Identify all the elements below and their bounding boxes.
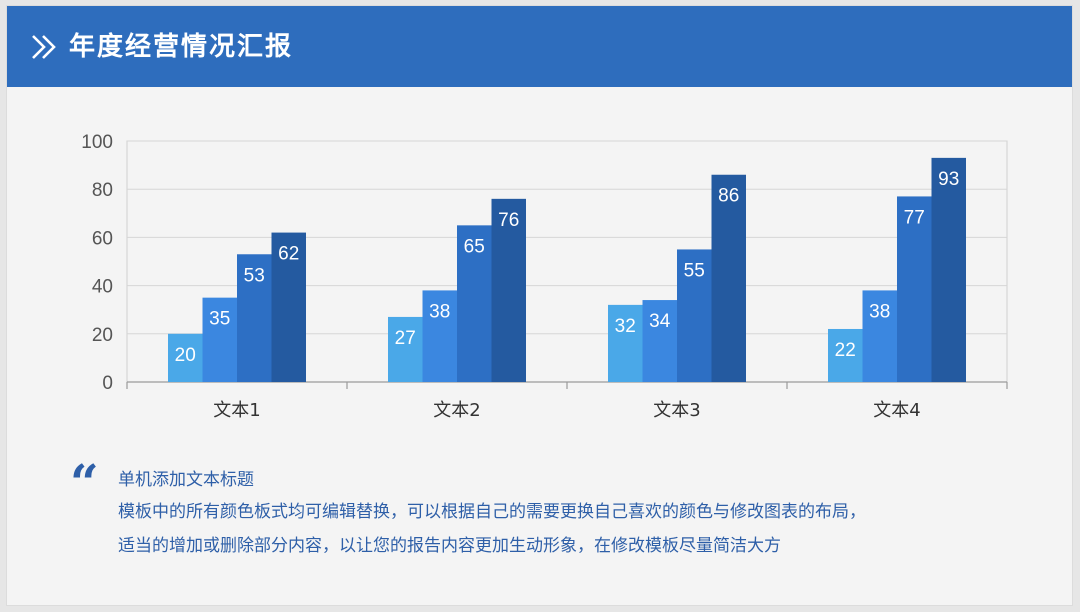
y-tick-label: 100 bbox=[81, 132, 113, 153]
bar bbox=[897, 196, 932, 382]
bar bbox=[608, 304, 643, 382]
bar bbox=[237, 254, 272, 382]
bar bbox=[491, 198, 526, 382]
bar bbox=[711, 174, 746, 382]
data-label: 32 bbox=[615, 316, 636, 337]
bar bbox=[677, 249, 712, 382]
page-title: 年度经营情况汇报 bbox=[69, 32, 294, 62]
bar bbox=[457, 225, 492, 382]
data-label: 20 bbox=[175, 345, 196, 366]
note-line-1: 模板中的所有颜色板式均可编辑替换，可以根据自己的需要更换自己喜欢的颜色与修改图表… bbox=[118, 502, 866, 522]
data-label: 76 bbox=[498, 210, 519, 231]
bar bbox=[422, 290, 457, 382]
data-label: 62 bbox=[278, 244, 299, 265]
y-tick-label: 60 bbox=[92, 228, 113, 249]
data-label: 35 bbox=[209, 309, 230, 330]
note-line-2: 适当的增加或删除部分内容，以让您的报告内容更加生动形象，在修改模板尽量简洁大方 bbox=[118, 536, 781, 556]
y-tick-label: 0 bbox=[102, 373, 113, 394]
data-label: 53 bbox=[244, 265, 265, 286]
y-tick-label: 40 bbox=[92, 277, 113, 298]
data-label: 27 bbox=[395, 328, 416, 349]
bar bbox=[388, 316, 423, 382]
x-tick-label: 文本2 bbox=[433, 400, 480, 421]
y-tick-label: 20 bbox=[92, 325, 113, 346]
bar bbox=[642, 300, 677, 382]
data-label: 93 bbox=[938, 169, 959, 190]
quote-icon: “ bbox=[70, 453, 99, 512]
x-tick-label: 文本4 bbox=[873, 400, 920, 421]
x-tick-label: 文本1 bbox=[213, 400, 260, 421]
header-bar: 年度经营情况汇报 bbox=[7, 6, 1072, 87]
bar bbox=[271, 232, 306, 382]
bar bbox=[862, 290, 897, 382]
note-title: 单机添加文本标题 bbox=[118, 470, 254, 490]
bar bbox=[202, 297, 237, 382]
data-label: 38 bbox=[429, 301, 450, 322]
y-tick-label: 80 bbox=[92, 180, 113, 201]
data-label: 38 bbox=[869, 301, 890, 322]
data-label: 22 bbox=[835, 340, 856, 361]
data-label: 77 bbox=[904, 207, 925, 228]
x-tick-label: 文本3 bbox=[653, 400, 700, 421]
bar bbox=[828, 328, 863, 382]
bar bbox=[931, 157, 966, 382]
data-label: 55 bbox=[684, 260, 705, 281]
data-label: 65 bbox=[464, 236, 485, 257]
data-label: 34 bbox=[649, 311, 671, 332]
data-label: 86 bbox=[718, 186, 739, 207]
double-chevron-right-icon bbox=[32, 35, 56, 59]
note-block: 单机添加文本标题 模板中的所有颜色板式均可编辑替换，可以根据自己的需要更换自己喜… bbox=[118, 465, 866, 563]
bar bbox=[168, 333, 203, 382]
